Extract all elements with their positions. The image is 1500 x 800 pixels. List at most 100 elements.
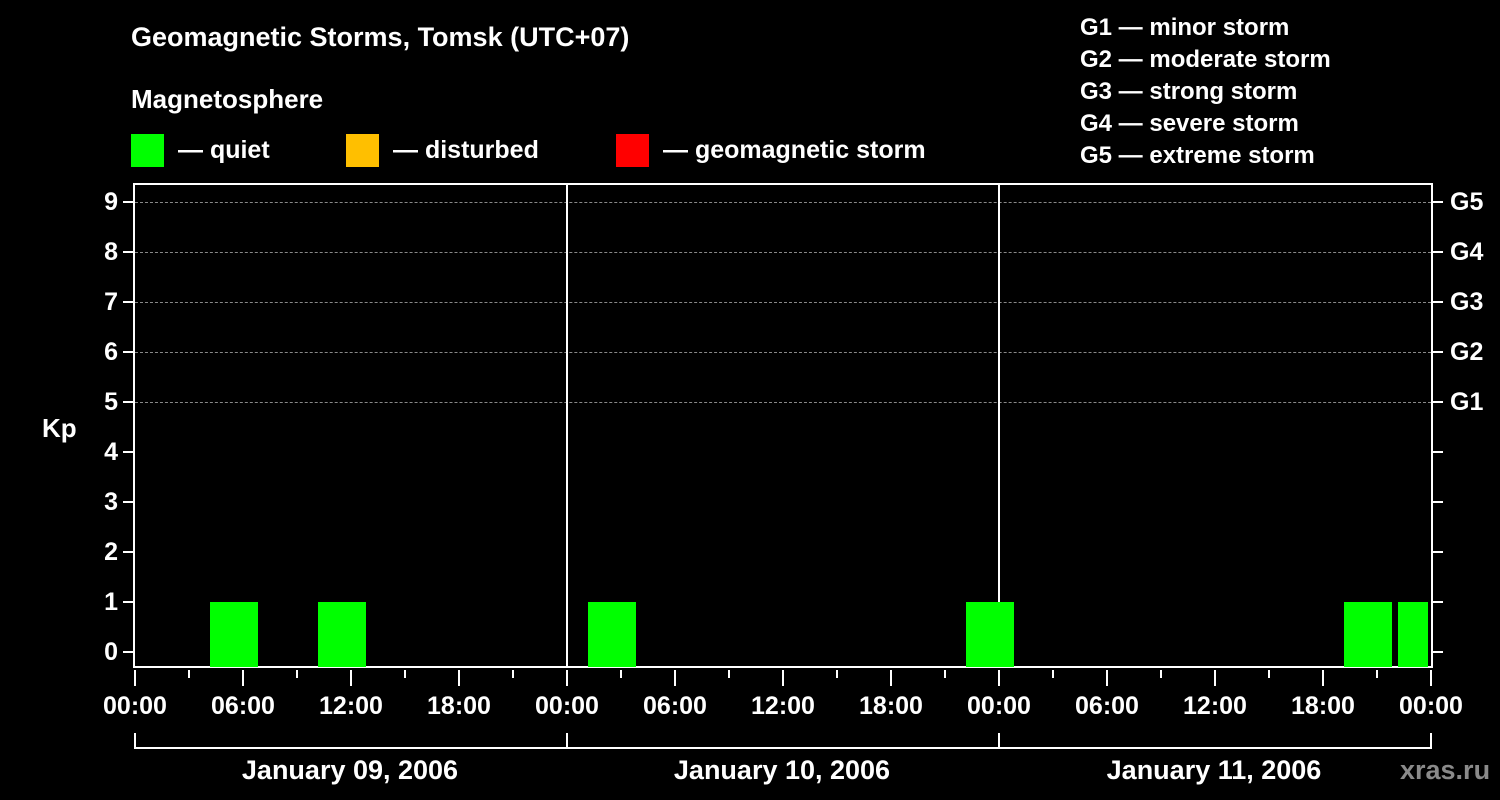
legend-swatch-disturbed-icon: [346, 133, 379, 167]
y-tick-label: 5: [104, 388, 118, 416]
x-tick-label: 06:00: [643, 692, 707, 720]
y-axis-label: Kp: [42, 413, 77, 443]
y-tick-right: [1433, 651, 1443, 653]
x-tick-minor: [836, 670, 838, 678]
day-separator: [566, 183, 568, 668]
x-tick-major: [1106, 670, 1108, 686]
x-tick-minor: [1268, 670, 1270, 678]
x-tick-label: 06:00: [211, 692, 275, 720]
x-tick-major: [350, 670, 352, 686]
y-tick-right: [1433, 501, 1443, 503]
y-tick-right: [1433, 551, 1443, 553]
x-tick-label: 00:00: [103, 692, 167, 720]
y-tick-label: 9: [104, 188, 118, 216]
x-tick-minor: [1160, 670, 1162, 678]
y-tick-right: [1433, 301, 1443, 303]
kp-bar: [966, 602, 1014, 667]
y-tick-right: [1433, 601, 1443, 603]
g-level-label: G5: [1450, 188, 1484, 216]
y-tick: [123, 251, 133, 253]
x-tick-minor: [1052, 670, 1054, 678]
date-label: January 11, 2006: [1106, 755, 1322, 785]
legend-label: — quiet: [178, 135, 270, 164]
y-tick-label: 1: [104, 588, 118, 616]
x-tick-label: 18:00: [1291, 692, 1355, 720]
gridline-kp6: [135, 352, 1431, 353]
x-tick-label: 12:00: [319, 692, 383, 720]
g-legend-item: G2 — moderate storm: [1080, 46, 1331, 73]
y-tick-label: 6: [104, 338, 118, 366]
kp-bar: [1398, 602, 1428, 667]
g-level-label: G1: [1450, 388, 1484, 416]
x-tick-major: [782, 670, 784, 686]
y-tick-right: [1433, 351, 1443, 353]
y-tick-label: 3: [104, 488, 118, 516]
x-tick-major: [1214, 670, 1216, 686]
y-tick: [123, 551, 133, 553]
day-separator: [998, 183, 1000, 668]
legend-swatch-quiet-icon: [131, 133, 164, 167]
legend-label: — geomagnetic storm: [663, 135, 926, 164]
legend-storm: — geomagnetic storm: [616, 133, 926, 167]
date-bracket-tick: [566, 733, 568, 748]
date-bracket-tick: [1430, 733, 1432, 748]
g-legend-item: G4 — severe storm: [1080, 110, 1299, 137]
x-tick-minor: [1376, 670, 1378, 678]
gridline-kp5: [135, 402, 1431, 403]
x-tick-minor: [620, 670, 622, 678]
y-tick: [123, 601, 133, 603]
kp-bar: [318, 602, 366, 667]
gridline-kp7: [135, 302, 1431, 303]
chart-subtitle: Magnetosphere: [131, 84, 324, 114]
x-tick-minor: [404, 670, 406, 678]
x-tick-label: 18:00: [859, 692, 923, 720]
y-tick-right: [1433, 451, 1443, 453]
date-bracket-tick: [998, 733, 1000, 748]
date-bracket-tick: [134, 733, 136, 748]
y-tick: [123, 301, 133, 303]
gridline-kp8: [135, 252, 1431, 253]
x-tick-label: 18:00: [427, 692, 491, 720]
g-level-label: G4: [1450, 238, 1484, 266]
x-tick-major: [566, 670, 568, 686]
legend-swatch-storm-icon: [616, 133, 649, 167]
x-tick-label: 06:00: [1075, 692, 1139, 720]
y-tick-label: 0: [104, 638, 118, 666]
legend-quiet: — quiet: [131, 133, 270, 167]
g-level-label: G2: [1450, 338, 1484, 366]
y-tick: [123, 201, 133, 203]
x-tick-minor: [296, 670, 298, 678]
legend-disturbed: — disturbed: [346, 133, 539, 167]
y-tick-right: [1433, 201, 1443, 203]
y-tick: [123, 651, 133, 653]
x-tick-label: 00:00: [535, 692, 599, 720]
x-tick-major: [134, 670, 136, 686]
x-tick-major: [674, 670, 676, 686]
chart-title: Geomagnetic Storms, Tomsk (UTC+07): [131, 22, 630, 52]
x-tick-minor: [944, 670, 946, 678]
x-tick-major: [998, 670, 1000, 686]
x-tick-minor: [512, 670, 514, 678]
x-tick-label: 12:00: [1183, 692, 1247, 720]
kp-bar: [1344, 602, 1392, 667]
g-level-label: G3: [1450, 288, 1484, 316]
g-legend-item: G3 — strong storm: [1080, 78, 1298, 105]
x-tick-major: [458, 670, 460, 686]
y-tick-label: 8: [104, 238, 118, 266]
x-tick-major: [890, 670, 892, 686]
x-tick-minor: [728, 670, 730, 678]
plot-area: [133, 183, 1433, 668]
x-tick-major: [1430, 670, 1432, 686]
x-tick-label: 12:00: [751, 692, 815, 720]
date-label: January 09, 2006: [241, 755, 459, 785]
g-legend-item: G1 — minor storm: [1080, 14, 1290, 41]
y-tick-right: [1433, 251, 1443, 253]
y-tick: [123, 401, 133, 403]
watermark: xras.ru: [1400, 755, 1491, 785]
x-tick-major: [242, 670, 244, 686]
y-tick-right: [1433, 401, 1443, 403]
x-tick-minor: [188, 670, 190, 678]
x-tick-label: 00:00: [967, 692, 1031, 720]
x-tick-label: 00:00: [1399, 692, 1463, 720]
y-tick-label: 4: [104, 438, 118, 466]
